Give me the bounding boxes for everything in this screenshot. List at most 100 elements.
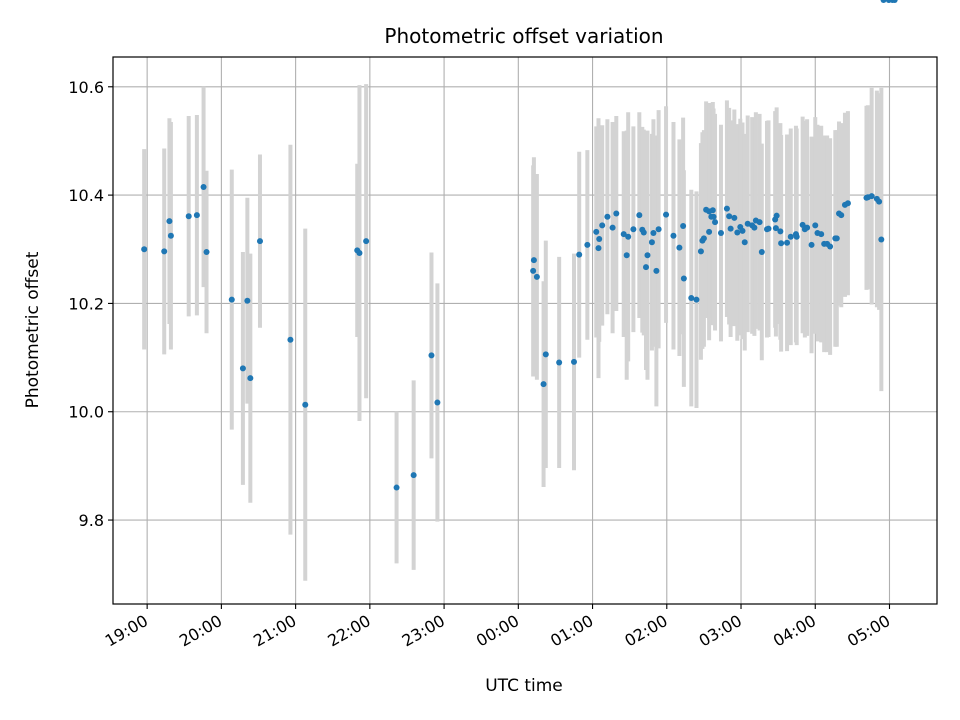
- data-point: [838, 212, 845, 219]
- data-point: [710, 213, 717, 220]
- data-point: [595, 245, 602, 252]
- data-point: [693, 296, 700, 303]
- data-point: [812, 222, 819, 229]
- data-point: [804, 224, 811, 231]
- data-point: [772, 225, 779, 232]
- data-point: [570, 358, 577, 365]
- data-point: [756, 219, 763, 226]
- data-point: [596, 235, 603, 242]
- data-point: [726, 213, 733, 220]
- data-point: [193, 212, 200, 219]
- data-point: [844, 200, 851, 207]
- data-point: [609, 224, 616, 231]
- data-point: [793, 233, 800, 240]
- data-point: [650, 230, 657, 237]
- data-point: [530, 267, 537, 274]
- data-point: [778, 240, 785, 247]
- data-point: [434, 399, 441, 406]
- data-point: [244, 297, 251, 304]
- data-point: [623, 252, 630, 259]
- data-point: [727, 225, 734, 232]
- data-point: [256, 238, 263, 245]
- data-point: [239, 365, 246, 372]
- data-point: [734, 229, 741, 236]
- data-point: [203, 248, 210, 255]
- data-point: [200, 183, 207, 190]
- data-point: [751, 224, 758, 231]
- data-point: [787, 233, 794, 240]
- data-point: [697, 248, 704, 255]
- data-point: [653, 267, 660, 274]
- data-point: [758, 248, 765, 255]
- data-point: [287, 336, 294, 343]
- data-point: [688, 295, 695, 302]
- data-point: [741, 239, 748, 246]
- data-point: [593, 228, 600, 235]
- data-point: [584, 241, 591, 248]
- data-point: [393, 484, 400, 491]
- data-point: [576, 251, 583, 258]
- data-point: [709, 207, 716, 214]
- data-point: [644, 252, 651, 259]
- data-point: [185, 213, 192, 220]
- data-point: [739, 227, 746, 234]
- data-point: [731, 214, 738, 221]
- data-point: [878, 236, 885, 243]
- plot-frame: [112, 56, 938, 605]
- data-point: [247, 375, 254, 382]
- data-point: [630, 226, 637, 233]
- data-point: [613, 210, 620, 217]
- data-point: [680, 222, 687, 229]
- y-tick-label: 10.6: [68, 78, 104, 97]
- data-point: [556, 359, 563, 366]
- y-tick-label: 10.2: [68, 294, 104, 313]
- data-point: [676, 244, 683, 251]
- data-point: [880, 0, 887, 3]
- data-point: [530, 257, 537, 264]
- data-point: [680, 275, 687, 282]
- data-point: [540, 381, 547, 388]
- data-point: [717, 230, 724, 237]
- data-point: [363, 238, 370, 245]
- data-point: [827, 243, 834, 250]
- data-point: [700, 235, 707, 242]
- data-point: [876, 198, 883, 205]
- y-tick-label: 9.8: [79, 511, 104, 530]
- data-point: [428, 352, 435, 359]
- data-point: [167, 232, 174, 239]
- data-point: [648, 239, 655, 246]
- data-point: [773, 212, 780, 219]
- chart-title: Photometric offset variation: [384, 24, 663, 48]
- data-point: [833, 235, 840, 242]
- data-point: [636, 212, 643, 219]
- data-point: [161, 248, 168, 255]
- data-point: [643, 264, 650, 271]
- data-point: [141, 246, 148, 253]
- data-point: [784, 239, 791, 246]
- data-point: [640, 229, 647, 236]
- data-point: [410, 472, 417, 479]
- x-axis-label: UTC time: [485, 676, 563, 696]
- data-point: [166, 218, 173, 225]
- data-point: [302, 401, 309, 408]
- data-points: [141, 0, 898, 491]
- data-point: [712, 219, 719, 226]
- data-point: [891, 0, 898, 3]
- data-point: [818, 231, 825, 238]
- data-point: [620, 231, 627, 238]
- data-point: [625, 233, 632, 240]
- data-point: [599, 222, 606, 229]
- data-point: [670, 232, 677, 239]
- y-tick-label: 10.4: [68, 186, 104, 205]
- data-point: [542, 351, 549, 358]
- data-point: [723, 205, 730, 212]
- data-point: [765, 225, 772, 232]
- data-point: [808, 241, 815, 248]
- data-point: [604, 213, 611, 220]
- data-point: [655, 226, 662, 233]
- y-axis-ticks: 9.8 10.0 10.2 10.4 10.6: [68, 78, 113, 530]
- data-point: [356, 250, 363, 257]
- y-tick-label: 10.0: [68, 403, 104, 422]
- data-point: [663, 211, 670, 218]
